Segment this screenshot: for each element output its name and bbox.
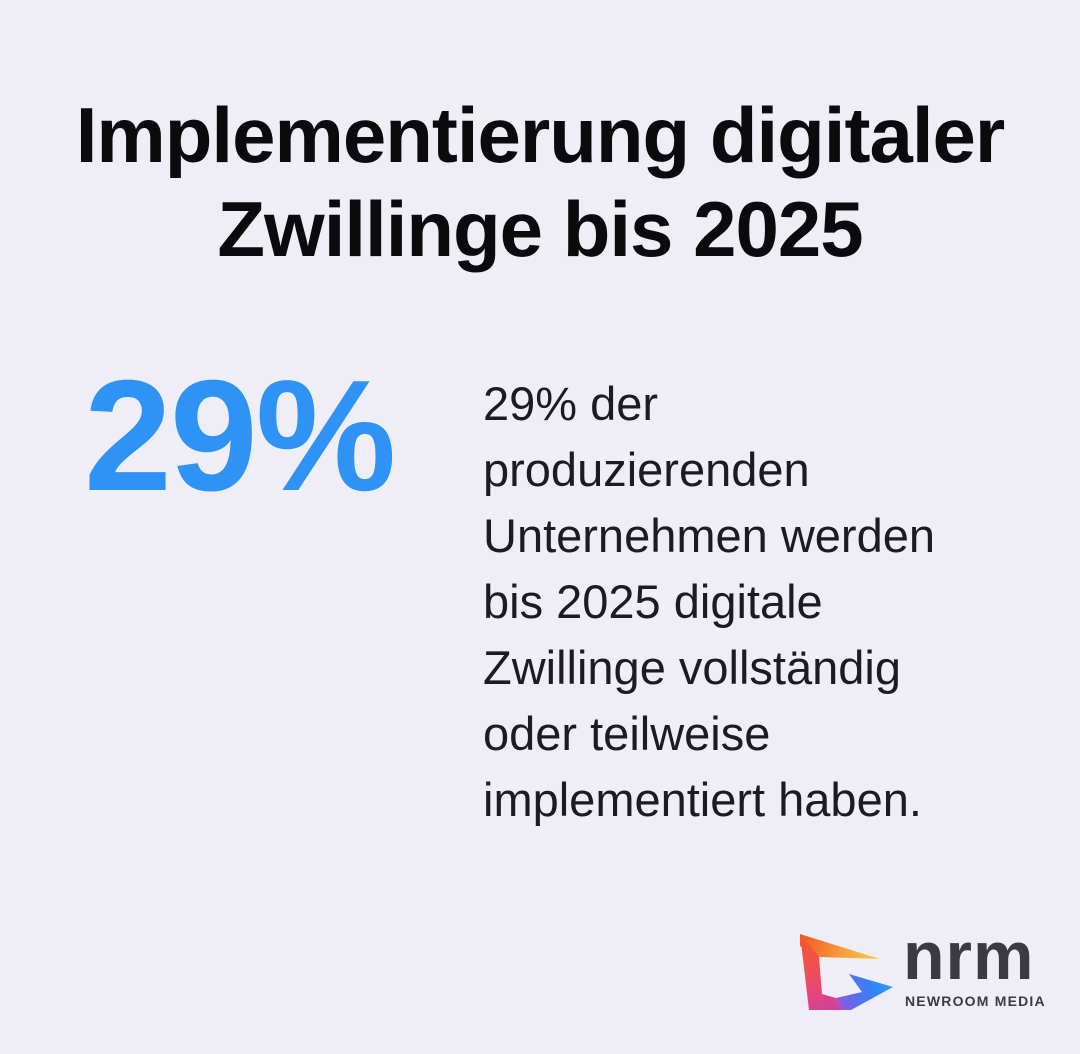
stat-description-line: bis 2025 digitale: [483, 575, 823, 628]
stat-value: 29%: [84, 348, 396, 524]
page-title: Implementierung digitaler Zwillinge bis …: [0, 88, 1080, 276]
stat-description-line: Zwillinge vollständig: [483, 641, 901, 694]
stat-description-line: Unternehmen werden: [483, 509, 935, 562]
stat-description-line: produzierenden: [483, 443, 810, 496]
page-title-line-2: Zwillinge bis 2025: [217, 185, 863, 273]
newroom-media-g-icon: [800, 934, 893, 1010]
newroom-media-logo: nrm NEWROOM MEDIA: [796, 920, 1056, 1040]
stat-description-line: 29% der: [483, 377, 659, 430]
stat-description-line: oder teilweise: [483, 707, 771, 760]
logo-company-name: NEWROOM MEDIA: [905, 993, 1046, 1009]
logo-wordmark: nrm: [903, 918, 1035, 994]
page-title-line-1: Implementierung digitaler: [75, 91, 1005, 179]
stat-description: 29% der produzierenden Unternehmen werde…: [483, 371, 1003, 833]
stat-description-line: implementiert haben.: [483, 773, 922, 826]
